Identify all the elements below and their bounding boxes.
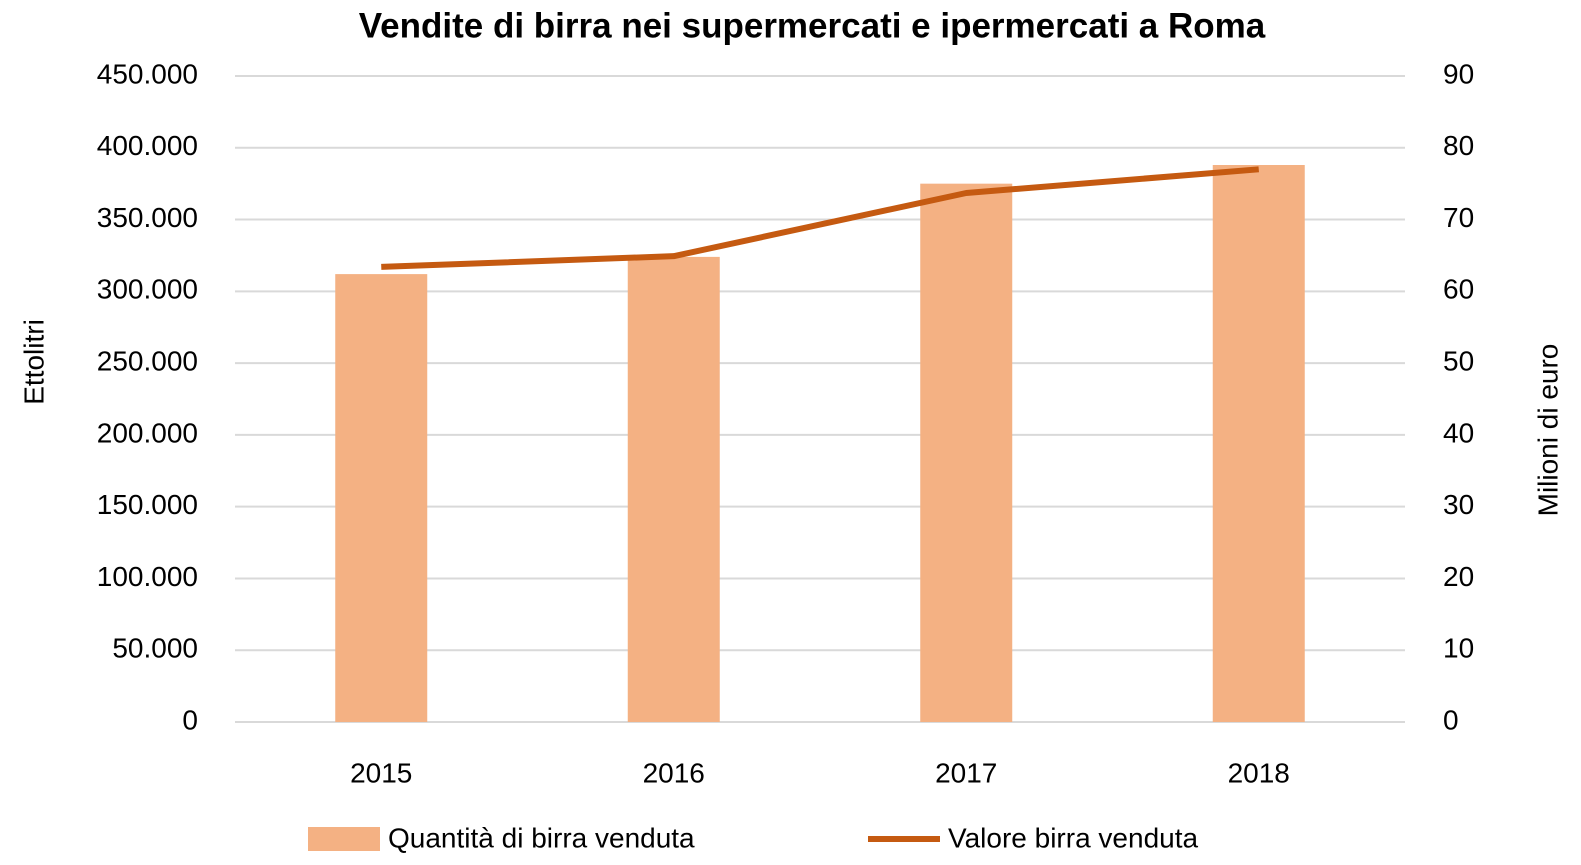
line — [381, 166, 1259, 270]
y2-tick-label: 90 — [1443, 58, 1474, 89]
bar — [1212, 165, 1305, 722]
y2-tick-label: 30 — [1443, 489, 1474, 520]
y-tick-label: 100.000 — [97, 561, 198, 592]
x-tick-label: 2017 — [935, 757, 997, 788]
x-tick-label: 2015 — [350, 757, 412, 788]
y-tick-label: 250.000 — [97, 346, 198, 377]
y2-tick-label: 10 — [1443, 633, 1474, 664]
y-tick-label: 350.000 — [97, 202, 198, 233]
bar — [627, 256, 720, 722]
y-tick-label: 200.000 — [97, 417, 198, 448]
y2-tick-label: 70 — [1443, 202, 1474, 233]
bar — [920, 183, 1013, 722]
y2-tick-label: 50 — [1443, 346, 1474, 377]
y-tick-label: 450.000 — [97, 58, 198, 89]
legend-swatch — [308, 827, 380, 851]
bar — [335, 274, 428, 722]
y-axis-label: Ettolitri — [18, 319, 49, 405]
x-tick-label: 2016 — [643, 757, 705, 788]
y-tick-label: 150.000 — [97, 489, 198, 520]
y2-tick-label: 60 — [1443, 274, 1474, 305]
y2-tick-label: 20 — [1443, 561, 1474, 592]
chart-title: Vendite di birra nei supermercati e iper… — [359, 6, 1266, 45]
y2-tick-label: 80 — [1443, 130, 1474, 161]
legend-label: Valore birra venduta — [948, 822, 1199, 853]
y-tick-label: 50.000 — [112, 633, 198, 664]
y-tick-label: 0 — [182, 704, 198, 735]
y-tick-label: 300.000 — [97, 274, 198, 305]
legend-label: Quantità di birra venduta — [388, 822, 695, 853]
y2-axis-label: Milioni di euro — [1532, 344, 1563, 517]
x-tick-label: 2018 — [1228, 757, 1290, 788]
y2-tick-label: 0 — [1443, 704, 1459, 735]
y-tick-label: 400.000 — [97, 130, 198, 161]
y2-tick-label: 40 — [1443, 417, 1474, 448]
